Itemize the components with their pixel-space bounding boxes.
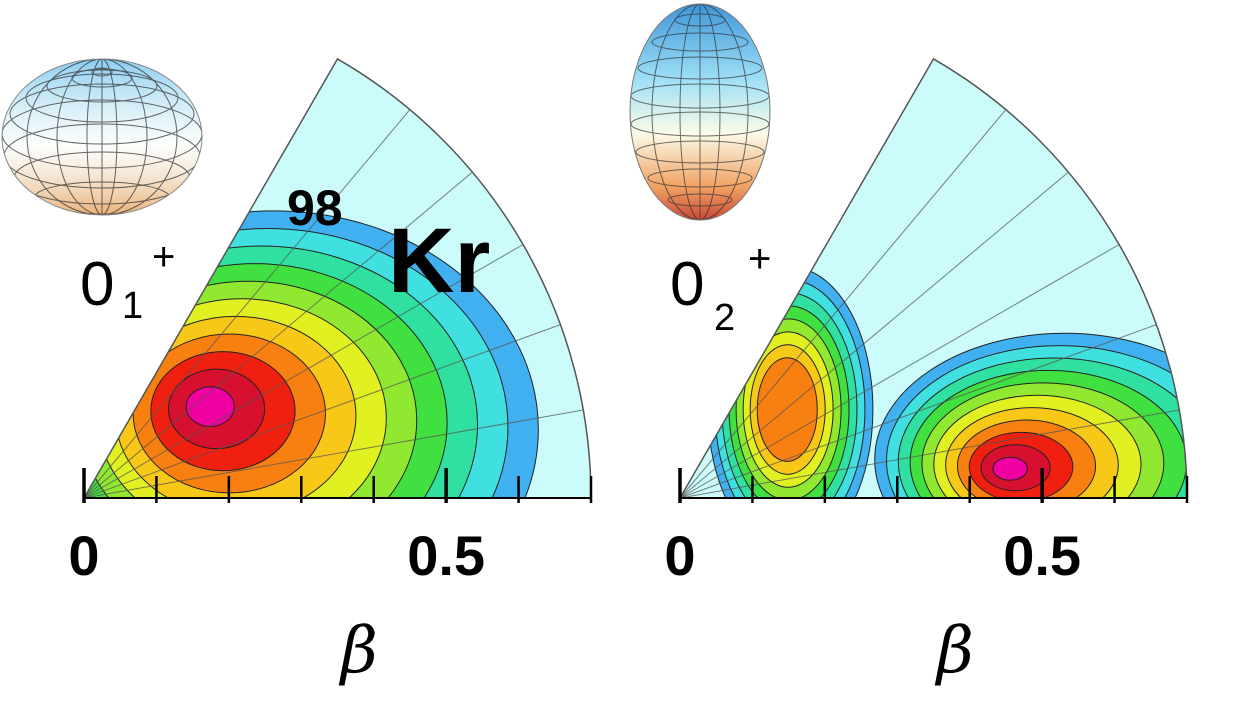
gamma-gridline-50 <box>679 109 1007 499</box>
gamma-gridline-40 <box>679 171 1069 499</box>
gamma-gridline-50 <box>83 109 411 499</box>
contour-level-10 <box>992 456 1028 481</box>
state-sup: + <box>152 235 175 279</box>
state-label-0: 0 1 + <box>80 235 175 327</box>
state-base: 0 <box>670 250 704 319</box>
beta-tick-label-0: 0 <box>664 524 695 587</box>
beta-tick-label-0.5: 0.5 <box>1003 524 1081 587</box>
gamma-gridline-20 <box>83 324 561 499</box>
gamma-gridline-30 <box>679 244 1120 499</box>
gamma-gridline-20 <box>679 324 1157 499</box>
state-sub: 1 <box>122 285 143 327</box>
nucleus-label: 98 Kr <box>287 180 490 312</box>
gamma-gridline-10 <box>83 409 584 499</box>
state-label-1: 0 2 + <box>670 237 771 339</box>
state-base: 0 <box>80 250 114 319</box>
sector-outline <box>678 57 1188 499</box>
beta-tick-label-0: 0 <box>68 524 99 587</box>
gamma-gridline-40 <box>83 171 473 499</box>
state-sub: 2 <box>714 297 735 339</box>
gamma-gridline-10 <box>679 409 1180 499</box>
beta-tick-label-0.5: 0.5 <box>407 524 485 587</box>
beta-axis-label: β <box>935 614 974 688</box>
gamma-gridline-30 <box>83 244 524 499</box>
state-sup: + <box>748 237 771 281</box>
prolate-spheroid-icon <box>629 3 771 221</box>
element-symbol: Kr <box>388 210 490 312</box>
contour-level-10 <box>185 386 235 427</box>
sector-outline <box>82 57 592 499</box>
beta-axis-label: β <box>339 614 378 688</box>
oblate-spheroid-icon <box>1 58 203 216</box>
contour-level-7 <box>756 357 818 462</box>
mass-number: 98 <box>287 180 343 236</box>
